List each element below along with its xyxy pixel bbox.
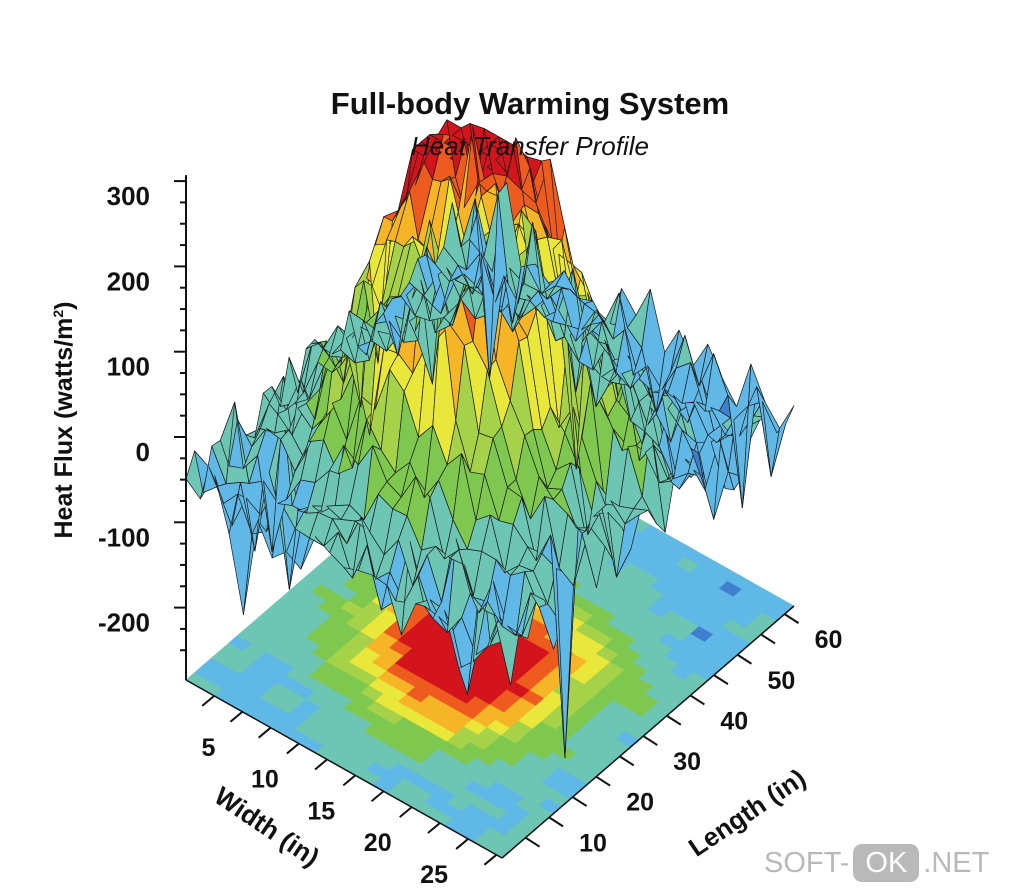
watermark-ok-badge: OK [853, 844, 920, 882]
width-tick [342, 774, 356, 787]
length-axis: 10 20 30 40 50 60 [501, 605, 843, 859]
z-tick-label: 300 [107, 181, 150, 211]
length-tick-label: 40 [720, 707, 748, 735]
watermark-right: .NET [923, 846, 990, 879]
length-tick [642, 735, 658, 746]
length-tick [713, 674, 729, 685]
watermark-left: SOFT- [764, 846, 850, 879]
z-tick-label: 200 [107, 266, 150, 296]
width-tick [258, 726, 272, 739]
length-tick [619, 755, 635, 767]
length-tick [525, 836, 541, 848]
length-tick [736, 653, 753, 665]
length-tick-label: 20 [626, 789, 654, 817]
watermark-logo: SOFT- OK .NET [764, 842, 989, 884]
width-tick [201, 695, 215, 707]
length-tick-label: 50 [767, 667, 795, 695]
chart-title: Full-body Warming System [330, 86, 730, 121]
length-tick [784, 613, 800, 624]
width-tick [286, 742, 300, 755]
width-tick-label: 20 [364, 829, 392, 857]
length-tick [760, 633, 776, 645]
width-tick [370, 790, 385, 803]
width-axis-line [185, 679, 503, 859]
length-tick [595, 775, 611, 787]
width-axis: 5 10 15 20 25 [185, 679, 503, 889]
width-axis-label: Width (in) [209, 781, 325, 873]
length-tick-label: 30 [673, 748, 701, 776]
width-tick [483, 854, 497, 866]
length-tick [689, 694, 705, 706]
surface-cell [770, 405, 795, 478]
length-tick-label: 10 [579, 829, 607, 857]
width-tick [455, 838, 469, 850]
width-tick-label: 5 [201, 734, 215, 762]
width-tick [314, 758, 328, 771]
length-tick [572, 796, 588, 807]
z-tick-label: 0 [136, 437, 150, 467]
z-tick-label: 100 [107, 352, 150, 382]
width-tick-label: 15 [307, 797, 335, 825]
width-tick-label: 10 [251, 766, 279, 794]
z-tick-label: -200 [98, 608, 150, 638]
surface-mesh [185, 119, 795, 759]
length-tick [666, 714, 682, 726]
length-tick-label: 60 [815, 626, 843, 654]
length-tick [548, 816, 564, 828]
z-axis-label: Heat Flux (watts/m2) [50, 302, 78, 539]
z-tick-label: -100 [98, 522, 150, 552]
width-tick [229, 711, 244, 723]
chart-subtitle: Heat Transfer Profile [411, 131, 649, 161]
width-tick [427, 822, 441, 834]
width-tick [399, 806, 413, 818]
width-tick-label: 25 [420, 861, 448, 889]
z-axis: 300 200 100 0 -100 -200 [98, 175, 187, 680]
length-axis-line [501, 605, 795, 859]
